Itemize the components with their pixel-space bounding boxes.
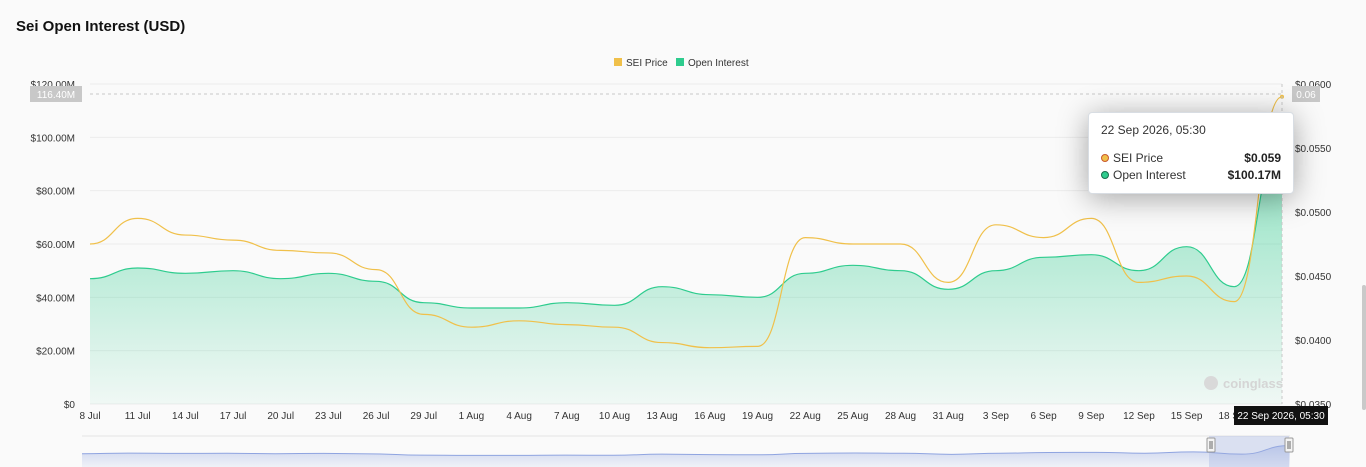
x-tick-label: 13 Aug xyxy=(647,411,678,422)
y-left-tick-label: $100.00M xyxy=(31,133,75,144)
crosshair-x-badge xyxy=(1234,406,1328,425)
tooltip-oi-value: $100.17M xyxy=(1227,167,1281,182)
navigator-line xyxy=(81,444,1291,456)
axes: $0 $20.00M $40.00M $60.00M $80.00M $100.00M $1… xyxy=(31,80,1332,422)
sei-price-line xyxy=(89,96,1283,349)
x-tick-label: 15 Sep xyxy=(1171,411,1203,422)
y-right-tick-label: $0.0400 xyxy=(1295,336,1332,347)
coinglass-logo-icon xyxy=(1204,376,1218,390)
x-tick-label: 26 Jul xyxy=(363,411,390,422)
x-tick-label: 3 Sep xyxy=(983,411,1010,422)
crosshair-left-label: 116.40M xyxy=(37,90,75,101)
coinglass-logo-text: coinglass xyxy=(1223,376,1283,391)
series-layer xyxy=(89,94,1284,404)
x-tick-label: 25 Aug xyxy=(837,411,868,422)
x-tick-label: 12 Sep xyxy=(1123,411,1155,422)
y-right-tick-label: $0.0600 xyxy=(1295,80,1332,91)
x-tick-label: 8 Jul xyxy=(79,411,100,422)
y-right-tick-label: $0.0350 xyxy=(1295,400,1332,411)
tooltip-oi-label: Open Interest xyxy=(1113,167,1186,182)
tooltip-oi-dot xyxy=(1101,170,1109,179)
y-left-tick-label: $80.00M xyxy=(36,187,75,198)
open-interest-area xyxy=(90,136,1282,404)
y-left-tick-label: $0 xyxy=(64,400,76,411)
navigator-handle[interactable] xyxy=(1284,437,1294,453)
x-tick-label: 23 Jul xyxy=(315,411,342,422)
y-left-tick-label: $40.00M xyxy=(36,293,75,304)
y-right-tick-label: $0.0550 xyxy=(1295,144,1332,155)
legend-label: Open Interest xyxy=(688,58,749,69)
y-right-tick-label: $0.0450 xyxy=(1295,272,1332,283)
legend-swatch xyxy=(676,58,684,66)
navigator-area xyxy=(82,445,1290,467)
x-tick-label: 1 Aug xyxy=(459,411,485,422)
crosshair-right-badge xyxy=(1292,86,1320,102)
y-right-tick-label: $0.0500 xyxy=(1295,208,1332,219)
coinglass-watermark: coinglass xyxy=(1204,376,1283,391)
tooltip-row-oi: Open Interest $100.17M xyxy=(1101,166,1281,183)
tooltip: 22 Sep 2026, 05:30 SEI Price $0.059 Open… xyxy=(1088,112,1294,194)
legend: SEI Price Open Interest xyxy=(614,58,749,69)
x-tick-label: 22 Aug xyxy=(790,411,821,422)
crosshair-right-label: 0.06 xyxy=(1296,90,1316,101)
tooltip-date: 22 Sep 2026, 05:30 xyxy=(1101,123,1206,137)
x-tick-label: 29 Jul xyxy=(410,411,437,422)
x-tick-label: 16 Aug xyxy=(694,411,725,422)
crosshair-left-badge xyxy=(30,86,82,102)
x-tick-label: 9 Sep xyxy=(1078,411,1105,422)
y-left-tick-label: $60.00M xyxy=(36,240,75,251)
x-tick-label: 7 Aug xyxy=(554,411,580,422)
tooltip-price-dot xyxy=(1101,153,1109,162)
crosshair: 116.40M 0.06 22 Sep 2026, 05:30 xyxy=(30,84,1328,425)
legend-swatch xyxy=(614,58,622,66)
x-tick-label: 11 Jul xyxy=(125,411,151,422)
x-tick-label: 4 Aug xyxy=(506,411,532,422)
y-left-tick-label: $120.00M xyxy=(31,80,75,91)
tooltip-price-label: SEI Price xyxy=(1113,150,1164,165)
tooltip-price-value: $0.059 xyxy=(1244,150,1281,165)
x-tick-label: 19 Aug xyxy=(742,411,773,422)
tooltip-row-price: SEI Price $0.059 xyxy=(1101,149,1281,166)
x-tick-label: 17 Jul xyxy=(220,411,247,422)
x-tick-label: 6 Sep xyxy=(1031,411,1058,422)
page-scrollbar[interactable] xyxy=(1362,285,1366,410)
chart-title: Sei Open Interest (USD) xyxy=(16,18,186,35)
y-left-tick-label: $20.00M xyxy=(36,347,75,358)
legend-label: SEI Price xyxy=(626,58,668,69)
x-tick-label: 10 Aug xyxy=(599,411,630,422)
navigator-handle[interactable] xyxy=(1206,437,1216,453)
x-tick-label: 28 Aug xyxy=(885,411,916,422)
x-tick-label: 31 Aug xyxy=(933,411,964,422)
x-tick-label: 20 Jul xyxy=(267,411,294,422)
crosshair-x-label: 22 Sep 2026, 05:30 xyxy=(1237,411,1325,422)
navigator[interactable] xyxy=(81,435,1294,467)
x-tick-label: 14 Jul xyxy=(172,411,199,422)
navigator-selection xyxy=(1209,436,1289,467)
